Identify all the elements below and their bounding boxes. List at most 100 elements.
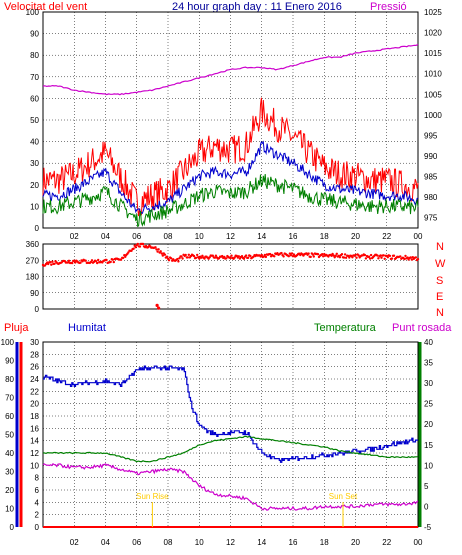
direction-point — [383, 257, 386, 260]
wind-ytick-label: 20 — [30, 181, 39, 190]
rain-axis-title: Pluja — [4, 322, 29, 334]
direction-point — [186, 256, 189, 259]
direction-label-n-top: N — [436, 241, 444, 253]
direction-point — [111, 258, 115, 261]
direction-point — [357, 254, 360, 257]
wind-xtick-label: 20 — [351, 232, 360, 241]
pressure-ytick-label: 1025 — [424, 8, 442, 17]
direction-point — [282, 255, 285, 258]
direction-point — [316, 253, 320, 256]
direction-point — [368, 257, 372, 260]
direction-point — [159, 250, 162, 253]
direction-label-e: E — [436, 291, 443, 303]
climate-xtick-label: 14 — [257, 538, 266, 547]
pressure-ytick-label: 1010 — [424, 70, 442, 79]
direction-point — [187, 253, 190, 256]
humidity-ytick-label: 100 — [1, 338, 15, 347]
direction-point — [237, 255, 240, 258]
direction-point — [312, 255, 315, 258]
direction-point — [330, 254, 333, 257]
wind-ytick-label: 30 — [30, 159, 39, 168]
pressure-ytick-label: 980 — [424, 193, 438, 202]
direction-point — [369, 253, 373, 257]
direction-point — [201, 254, 204, 257]
pressure-series-line — [42, 43, 419, 96]
temperature-ytick-label: 40 — [424, 338, 433, 347]
direction-point — [290, 252, 294, 255]
pressure-ytick-label: 1000 — [424, 111, 442, 120]
rain-ytick-label: 16 — [30, 424, 39, 433]
direction-point — [242, 257, 246, 260]
direction-point — [89, 260, 93, 264]
wind-xtick-label: 00 — [414, 232, 423, 241]
direction-point — [280, 251, 283, 255]
direction-point — [416, 257, 420, 261]
direction-point — [380, 256, 383, 259]
rain-ytick-label: 12 — [30, 449, 39, 458]
wind-ytick-label: 50 — [30, 116, 39, 125]
direction-point — [268, 252, 272, 256]
direction-point — [260, 253, 263, 257]
direction-point — [176, 257, 179, 261]
wind-xtick-label: 10 — [195, 232, 204, 241]
humidity-ytick-label: 0 — [10, 523, 15, 532]
direction-point — [332, 254, 335, 257]
wind-xtick-label: 08 — [164, 232, 173, 241]
direction-point — [344, 256, 348, 259]
wind-ytick-label: 70 — [30, 73, 39, 82]
direction-point — [229, 256, 232, 260]
direction-point — [134, 246, 137, 249]
direction-point — [355, 256, 358, 259]
direction-point — [230, 254, 233, 257]
direction-point — [136, 242, 139, 246]
climate-xtick-label: 08 — [164, 538, 173, 547]
temperature-ytick-label: 15 — [424, 441, 433, 450]
wind-ytick-label: 40 — [30, 138, 39, 147]
rain-ytick-label: 8 — [35, 474, 40, 483]
direction-point — [287, 255, 290, 258]
direction-point — [376, 254, 379, 257]
direction-point — [351, 256, 354, 259]
direction-point — [321, 253, 324, 256]
direction-point — [363, 253, 367, 257]
direction-point — [414, 256, 418, 259]
direction-point — [130, 249, 133, 252]
direction-point — [213, 256, 217, 259]
rain-ytick-label: 24 — [30, 375, 39, 384]
direction-point — [154, 246, 157, 249]
direction-point — [155, 303, 159, 307]
climate-xtick-label: 04 — [101, 538, 110, 547]
temperature-ytick-label: 0 — [424, 502, 429, 511]
direction-point — [51, 260, 54, 263]
direction-point — [410, 258, 413, 261]
direction-point — [343, 253, 347, 256]
direction-point — [156, 250, 159, 253]
temperature-ytick-label: 30 — [424, 379, 433, 388]
dewpoint-series-line — [42, 462, 419, 511]
direction-point — [406, 256, 409, 259]
direction-point — [109, 260, 112, 264]
direction-point — [165, 255, 169, 258]
direction-point — [338, 256, 342, 259]
rain-ytick-label: 26 — [30, 363, 39, 372]
direction-point — [335, 252, 338, 255]
direction-point — [71, 261, 74, 265]
sunrise-label: Sun Rise — [136, 492, 169, 501]
pressure-ytick-label: 1020 — [424, 29, 442, 38]
climate-xtick-label: 12 — [226, 538, 235, 547]
direction-point — [262, 255, 265, 258]
direction-ytick-label: 180 — [26, 273, 40, 282]
pressure-ytick-label: 975 — [424, 214, 438, 223]
humidity-axis-title: Humitat — [68, 322, 106, 334]
direction-ytick-label: 90 — [30, 289, 39, 298]
temperature-ytick-label: 35 — [424, 359, 433, 368]
humidity-ytick-label: 10 — [5, 505, 14, 514]
direction-point — [214, 254, 218, 257]
direction-point — [200, 256, 203, 259]
direction-point — [192, 254, 196, 258]
wind-ytick-label: 10 — [30, 202, 39, 211]
climate-xtick-label: 22 — [382, 538, 391, 547]
temperature-ytick-label: 25 — [424, 400, 433, 409]
wind-xtick-label: 06 — [132, 232, 141, 241]
